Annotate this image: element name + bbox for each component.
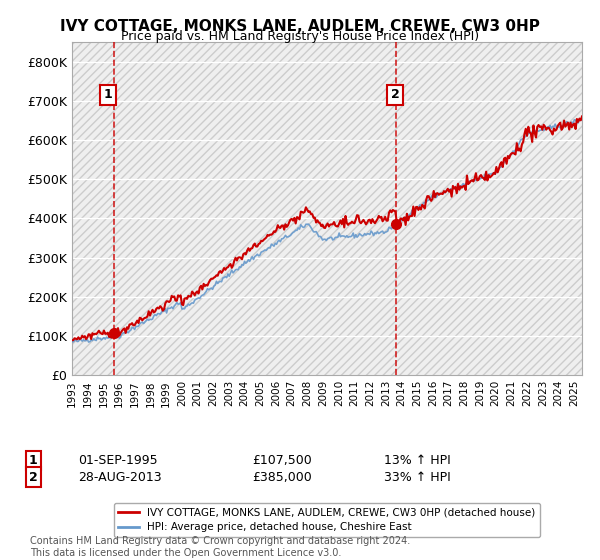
Text: 28-AUG-2013: 28-AUG-2013	[78, 470, 161, 484]
Text: 13% ↑ HPI: 13% ↑ HPI	[384, 454, 451, 467]
Text: 2: 2	[29, 470, 37, 484]
Text: £385,000: £385,000	[252, 470, 312, 484]
Text: 33% ↑ HPI: 33% ↑ HPI	[384, 470, 451, 484]
Text: 01-SEP-1995: 01-SEP-1995	[78, 454, 158, 467]
Text: IVY COTTAGE, MONKS LANE, AUDLEM, CREWE, CW3 0HP: IVY COTTAGE, MONKS LANE, AUDLEM, CREWE, …	[60, 19, 540, 34]
Text: 2: 2	[391, 88, 400, 101]
Text: £107,500: £107,500	[252, 454, 312, 467]
Text: Contains HM Land Registry data © Crown copyright and database right 2024.
This d: Contains HM Land Registry data © Crown c…	[30, 536, 410, 558]
Text: 1: 1	[104, 88, 112, 101]
Text: 1: 1	[29, 454, 37, 467]
Legend: IVY COTTAGE, MONKS LANE, AUDLEM, CREWE, CW3 0HP (detached house), HPI: Average p: IVY COTTAGE, MONKS LANE, AUDLEM, CREWE, …	[114, 503, 540, 536]
Text: Price paid vs. HM Land Registry's House Price Index (HPI): Price paid vs. HM Land Registry's House …	[121, 30, 479, 43]
